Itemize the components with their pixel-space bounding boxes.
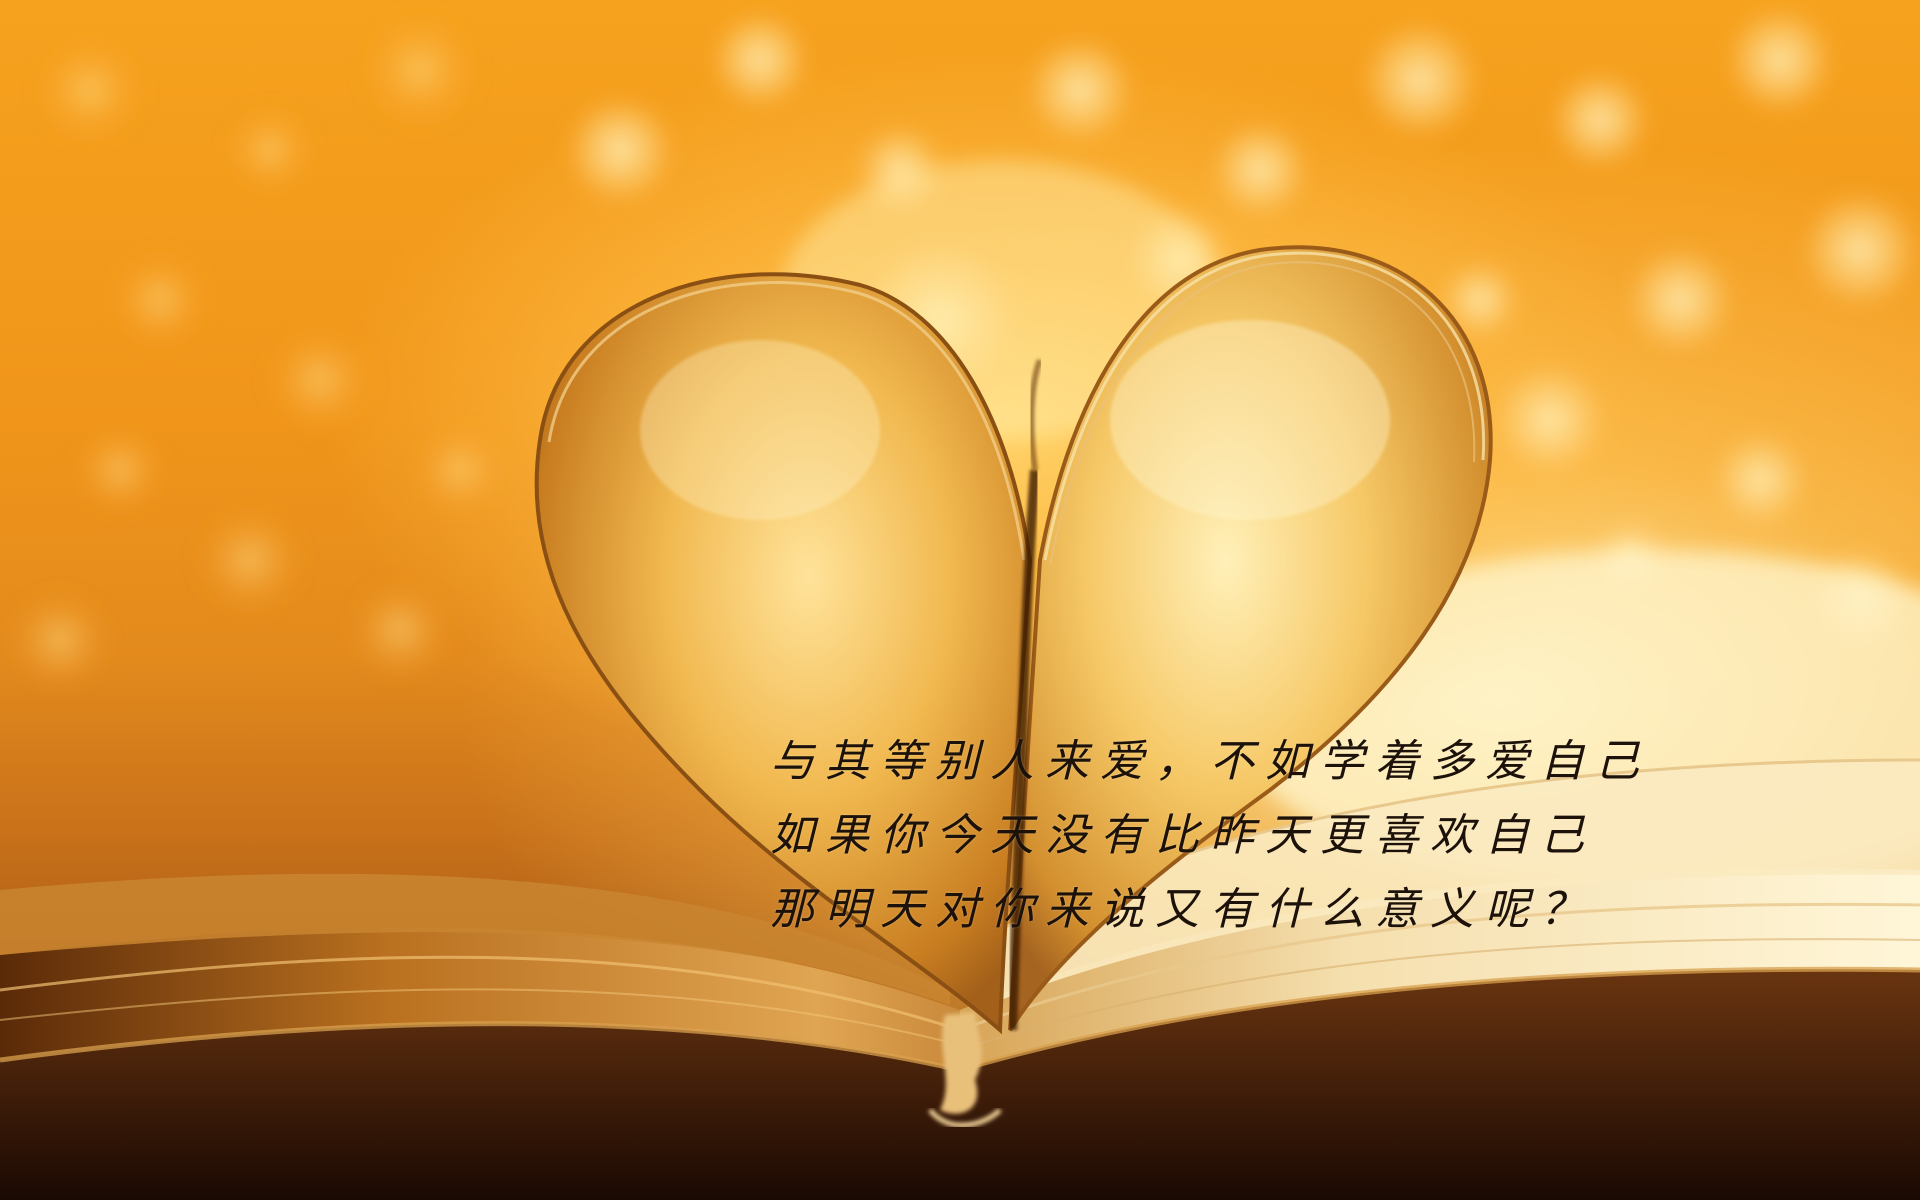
- quote-line-1: 与其等别人来爱，不如学着多爱自己: [770, 736, 1650, 787]
- quote-line-2: 如果你今天没有比昨天更喜欢自己: [770, 810, 1595, 861]
- quote-text: 与其等别人来爱，不如学着多爱自己 如果你今天没有比昨天更喜欢自己 那明天对你来说…: [770, 725, 1770, 947]
- quote-line-3: 那明天对你来说又有什么意义呢？: [770, 884, 1595, 935]
